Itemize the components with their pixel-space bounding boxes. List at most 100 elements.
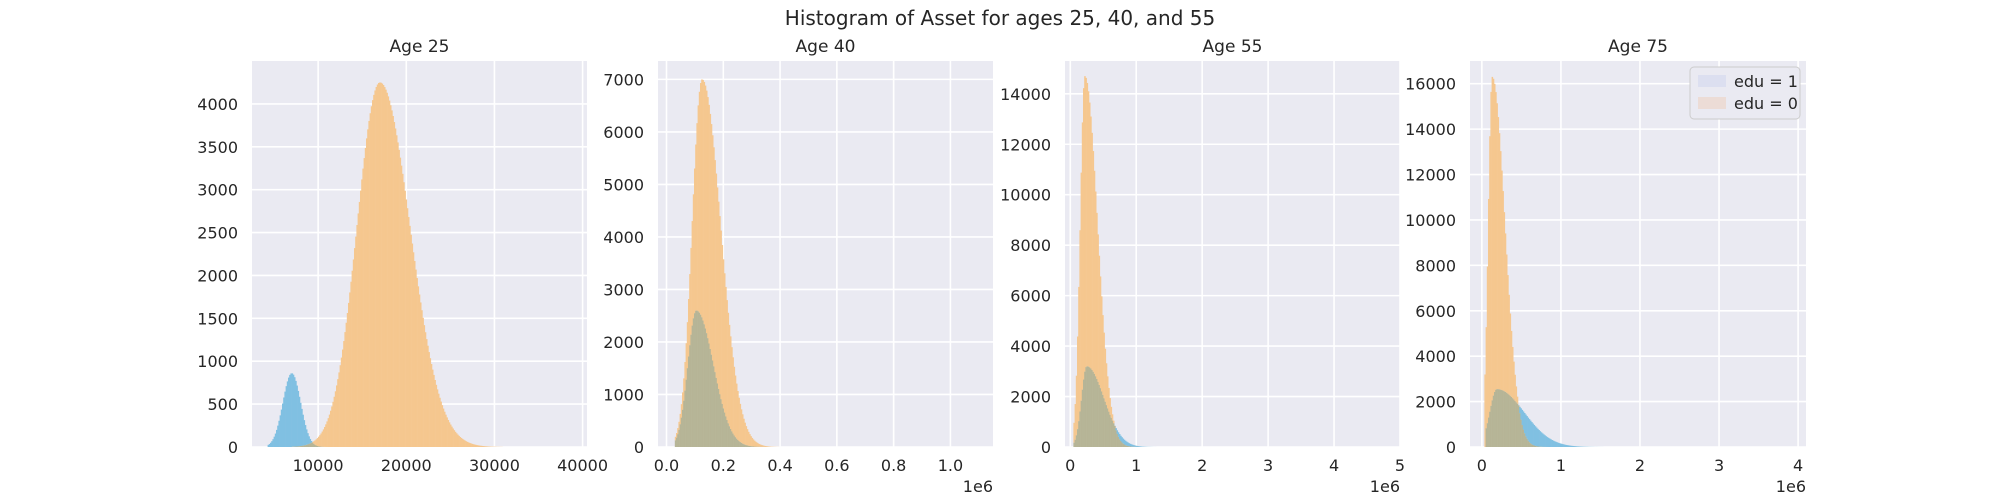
- bar-edu-0: [1516, 396, 1519, 404]
- y-tick-label: 6000: [1415, 302, 1456, 321]
- y-tick-label: 14000: [1000, 85, 1051, 104]
- bar-edu-0: [487, 446, 489, 447]
- bar-overlap: [709, 349, 712, 447]
- bar-edu-0: [684, 361, 686, 391]
- bar-overlap: [1105, 405, 1108, 447]
- bar-edu-0: [685, 343, 688, 380]
- bar-edu-0: [375, 86, 378, 447]
- bar-overlap: [728, 426, 731, 447]
- bar-edu-0: [447, 419, 450, 447]
- bar-edu-0: [432, 369, 434, 447]
- bar-overlap: [719, 394, 721, 447]
- bar-edu-1: [272, 439, 274, 447]
- bar-edu-0: [438, 393, 440, 447]
- bar-edu-0: [439, 397, 441, 447]
- plot-area: [1065, 61, 1400, 447]
- bar-overlap: [706, 333, 708, 447]
- bar-overlap: [695, 310, 697, 447]
- bar-edu-0: [379, 82, 381, 447]
- bar-edu-0: [355, 236, 357, 447]
- bar-overlap: [720, 399, 722, 447]
- bar-edu-1: [294, 377, 296, 447]
- bar-edu-0: [713, 147, 715, 367]
- bar-edu-0: [391, 110, 393, 447]
- bar-edu-0: [1504, 233, 1507, 392]
- bar-overlap: [304, 445, 307, 447]
- bar-overlap: [752, 446, 755, 447]
- bar-edu-1: [1558, 443, 1561, 447]
- bar-edu-0: [1109, 398, 1111, 415]
- bar-overlap: [300, 446, 302, 447]
- bar-edu-1: [1562, 444, 1564, 447]
- bar-edu-0: [451, 426, 453, 447]
- bar-edu-1: [1525, 414, 1527, 437]
- x-tick-label: 30000: [469, 456, 520, 475]
- bar-edu-0: [433, 374, 435, 447]
- bar-overlap: [734, 437, 737, 447]
- bar-edu-0: [324, 427, 326, 447]
- bar-overlap: [682, 409, 684, 447]
- bar-edu-1: [1140, 446, 1143, 447]
- bar-edu-0: [360, 190, 362, 447]
- bar-edu-1: [303, 420, 306, 446]
- bar-edu-0: [1501, 170, 1503, 391]
- bar-overlap: [712, 360, 714, 447]
- bar-edu-0: [1105, 363, 1108, 406]
- bar-edu-0: [430, 364, 433, 447]
- bar-overlap: [312, 442, 314, 447]
- subplot-3: 0 1 2 3 4 5 0 2000 4000 6000 8000 10000 12000 14000 Ag…: [1000, 37, 1405, 496]
- y-tick-label: 0: [1041, 438, 1051, 457]
- bar-edu-1: [306, 429, 308, 445]
- bar-edu-0: [445, 414, 447, 447]
- bar-overlap: [1123, 444, 1126, 447]
- bar-overlap: [1104, 401, 1107, 447]
- bar-overlap: [1126, 445, 1128, 447]
- bar-edu-0: [1073, 422, 1075, 443]
- bar-overlap: [1110, 417, 1113, 447]
- bar-overlap: [1534, 445, 1537, 447]
- histogram-bars: [267, 82, 504, 447]
- legend-swatch: [1698, 97, 1726, 109]
- bar-edu-1: [1117, 432, 1120, 437]
- bar-overlap: [1526, 438, 1528, 447]
- bar-edu-0: [691, 221, 694, 326]
- bar-overlap: [674, 440, 677, 447]
- bar-overlap: [716, 383, 719, 447]
- bar-edu-0: [378, 82, 380, 447]
- bar-edu-0: [469, 442, 471, 447]
- bar-edu-0: [336, 385, 338, 447]
- bar-edu-0: [463, 439, 465, 447]
- bar-edu-0: [1090, 116, 1092, 369]
- bar-edu-0: [750, 436, 752, 447]
- bar-edu-0: [714, 160, 716, 373]
- bar-edu-1: [302, 414, 304, 446]
- bar-edu-1: [1563, 444, 1566, 447]
- bar-overlap: [1528, 442, 1531, 447]
- bar-edu-0: [477, 445, 480, 447]
- bar-edu-0: [406, 208, 409, 447]
- bar-edu-1: [304, 425, 307, 446]
- bar-edu-1: [1123, 439, 1126, 445]
- bar-overlap: [1107, 408, 1109, 447]
- bar-overlap: [1091, 369, 1093, 447]
- bar-edu-0: [736, 383, 738, 439]
- bar-overlap: [1093, 373, 1096, 447]
- bar-edu-1: [295, 380, 297, 447]
- bar-edu-1: [292, 374, 295, 447]
- bar-edu-0: [1507, 275, 1509, 394]
- bar-edu-0: [402, 173, 404, 447]
- bar-overlap: [707, 338, 709, 447]
- bar-edu-0: [742, 414, 744, 444]
- bar-edu-0: [733, 366, 736, 436]
- bar-overlap: [702, 320, 704, 447]
- bar-edu-1: [1575, 446, 1578, 447]
- bar-edu-0: [481, 445, 483, 447]
- bar-overlap: [1120, 441, 1122, 447]
- y-tick-label: 2000: [197, 266, 238, 285]
- bar-edu-1: [1544, 435, 1546, 447]
- bar-edu-0: [1492, 78, 1495, 396]
- bar-edu-0: [745, 426, 748, 446]
- bar-edu-1: [300, 402, 302, 447]
- bar-edu-1: [1560, 443, 1562, 447]
- bar-edu-0: [1091, 132, 1093, 370]
